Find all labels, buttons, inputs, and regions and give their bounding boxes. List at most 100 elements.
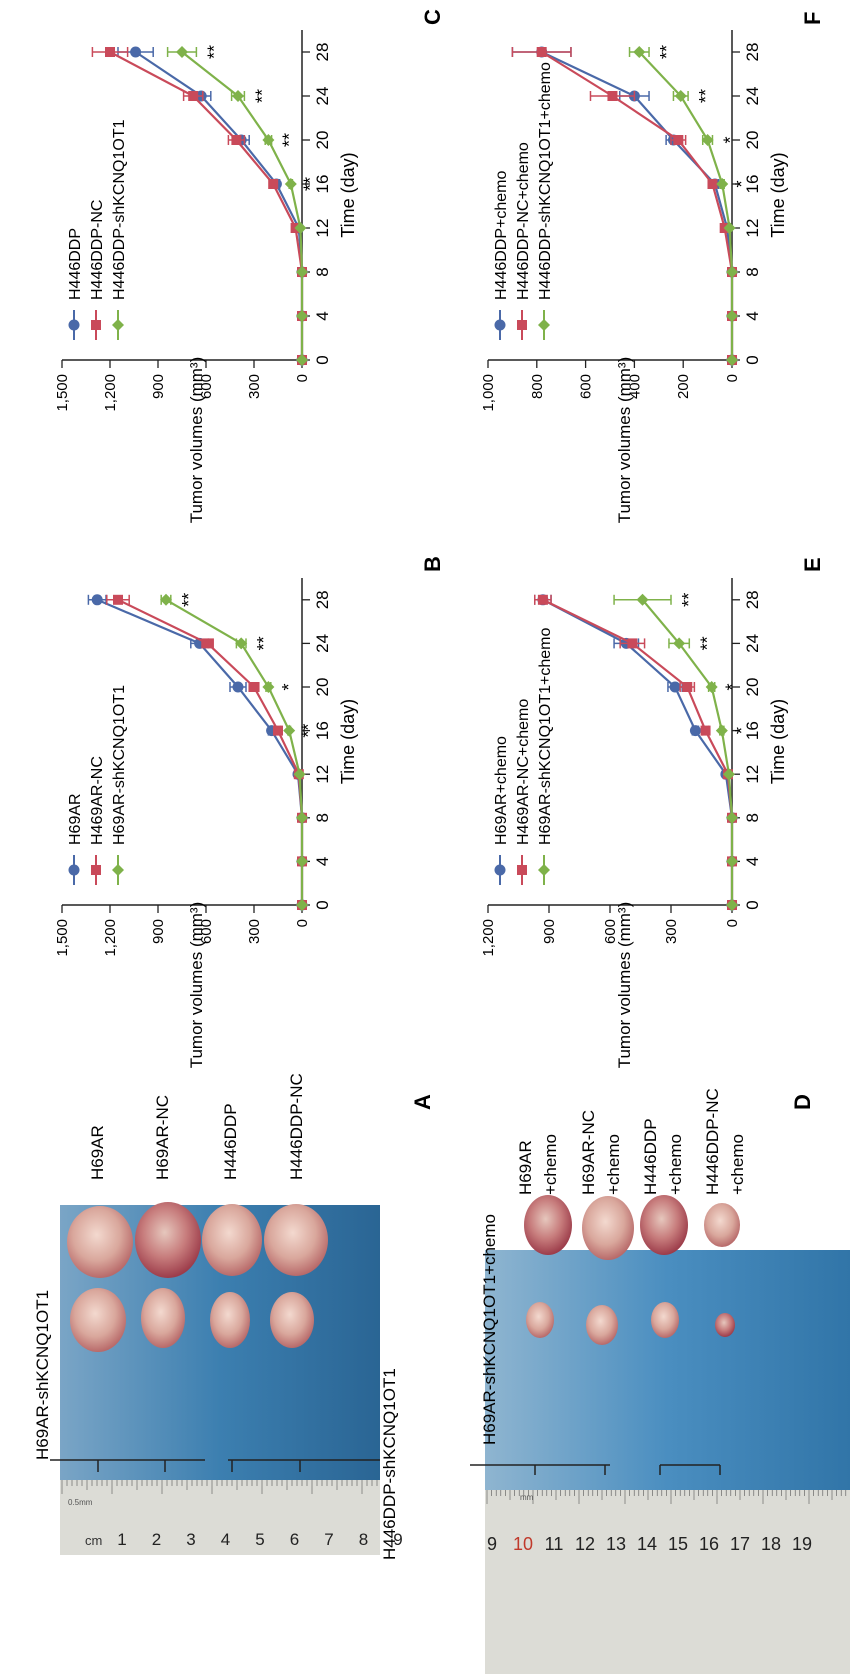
panel-a-ruler-unit: cm <box>85 1533 102 1548</box>
panel-d-label-2a: H69AR-NC <box>579 1110 598 1195</box>
ruler-number: 14 <box>637 1534 657 1554</box>
panel-a-ruler-small-label: 0.5mm <box>68 1498 93 1507</box>
x-tick-label: 28 <box>743 590 762 609</box>
legend-label: H446DDP-NC <box>89 200 106 300</box>
x-tick-label: 16 <box>313 175 332 194</box>
marker-square <box>537 594 548 605</box>
marker-diamond <box>293 768 306 781</box>
legend-label: H446DDP-NC+chemo <box>515 142 532 300</box>
tumor-image <box>264 1204 328 1276</box>
ruler-number: 11 <box>545 1534 564 1554</box>
x-tick-label: 20 <box>313 131 332 150</box>
marker-diamond <box>633 46 646 58</box>
tumor-image <box>586 1305 618 1345</box>
tumor-image <box>70 1288 126 1352</box>
tumor-image <box>524 1195 572 1255</box>
ruler-number: 9 <box>487 1534 497 1554</box>
marker-diamond <box>636 593 649 606</box>
panel-a-ruler-numbers: 1 2 3 4 5 6 7 8 9 <box>117 1530 402 1549</box>
panel-a-label-3: H446DDP <box>221 1103 240 1180</box>
ruler-number: 8 <box>359 1530 368 1549</box>
marker-diamond <box>726 354 738 366</box>
marker-square <box>202 638 213 649</box>
marker-diamond <box>701 134 714 146</box>
y-tick-label: 600 <box>602 919 619 944</box>
y-tick-label: 400 <box>626 374 643 399</box>
y-tick-label: 0 <box>724 919 741 927</box>
marker-circle <box>68 864 80 876</box>
marker-diamond <box>723 222 736 234</box>
marker-diamond <box>112 864 124 876</box>
panel-letter: E <box>800 557 825 572</box>
marker-circle <box>689 725 701 737</box>
panel-d-brackets <box>470 1464 721 1475</box>
marker-square <box>673 135 684 145</box>
marker-square <box>536 47 547 57</box>
tumor-image <box>715 1313 735 1337</box>
charts: B 0 4 8 12 16 20 24 28 Time (day) 0 300 600 900 1,200 1… <box>54 9 825 1068</box>
marker-diamond <box>538 864 550 876</box>
y-tick-label: 0 <box>724 374 741 382</box>
marker-diamond <box>296 310 308 322</box>
marker-diamond <box>294 222 307 234</box>
panel-a-bottom-label-2: H446DDP-shKCNQ1OT1 <box>380 1368 399 1560</box>
ruler-number: 15 <box>668 1534 688 1554</box>
series-line <box>165 598 304 905</box>
marker-diamond <box>726 855 738 868</box>
panel-d-label-4a: H446DDP-NC <box>703 1088 722 1195</box>
x-tick-label: 16 <box>743 175 762 194</box>
marker-diamond <box>296 811 308 824</box>
marker-diamond <box>726 310 738 322</box>
legend-label: H69AR-shKCNQ1OT1+chemo <box>537 627 554 845</box>
marker-circle <box>68 319 80 331</box>
x-tick-label: 8 <box>313 267 332 276</box>
legend-label: H446DDP+chemo <box>493 171 510 301</box>
panel-letter: C <box>420 9 445 25</box>
tumor-image <box>210 1292 250 1348</box>
series-line <box>134 51 304 360</box>
marker-square <box>268 179 279 189</box>
marker-square <box>700 725 711 736</box>
significance-annotation: ** <box>298 724 318 738</box>
y-tick-label: 900 <box>150 919 167 944</box>
significance-annotation: ** <box>657 45 677 59</box>
legend-label: H446DDP-shKCNQ1OT1 <box>111 119 128 300</box>
panel-d-label-4b: +chemo <box>728 1134 747 1195</box>
x-tick-label: 12 <box>313 219 332 238</box>
marker-circle <box>91 594 103 606</box>
marker-diamond <box>296 855 308 868</box>
chart-panel-e: E 0 4 8 12 16 20 24 28 Time (day) 0 300 600 900 1,200 T… <box>480 557 825 1068</box>
marker-diamond <box>726 899 738 911</box>
marker-diamond <box>296 266 308 278</box>
y-tick-label: 300 <box>663 919 680 944</box>
legend-label: H69AR-shKCNQ1OT1 <box>111 685 128 845</box>
x-tick-label: 8 <box>743 813 762 822</box>
significance-annotation: ** <box>679 593 699 607</box>
chart-panel-c: C 0 4 8 12 16 20 24 28 Time (day) 0 300 600 900 1,200 1… <box>54 9 445 523</box>
y-tick-label: 1,500 <box>54 919 71 957</box>
ruler-number: 7 <box>324 1530 333 1549</box>
significance-annotation: ** <box>697 636 717 650</box>
marker-diamond <box>296 354 308 366</box>
y-tick-label: 0 <box>294 374 311 382</box>
marker-diamond <box>722 768 735 781</box>
marker-diamond <box>176 46 188 58</box>
x-tick-label: 16 <box>313 721 332 740</box>
marker-circle <box>494 319 506 331</box>
panel-d-label-1a: H69AR <box>516 1140 535 1195</box>
panel-d-top-label: H69AR-shKCNQ1OT1+chemo <box>480 1214 499 1445</box>
y-axis-label: Tumor volumes (mm³) <box>187 902 206 1069</box>
panel-letter: B <box>420 556 445 572</box>
tumor-image <box>526 1302 554 1338</box>
x-tick-label: 0 <box>743 355 762 364</box>
tumor-image <box>135 1202 201 1278</box>
x-tick-label: 12 <box>743 765 762 784</box>
significance-annotation: * <box>732 727 752 734</box>
panel-d-letter: D <box>790 1094 815 1110</box>
significance-annotation: ** <box>280 133 300 147</box>
marker-diamond <box>262 681 275 693</box>
y-tick-label: 300 <box>246 374 263 399</box>
marker-diamond <box>716 178 729 190</box>
tumor-image <box>651 1302 679 1338</box>
